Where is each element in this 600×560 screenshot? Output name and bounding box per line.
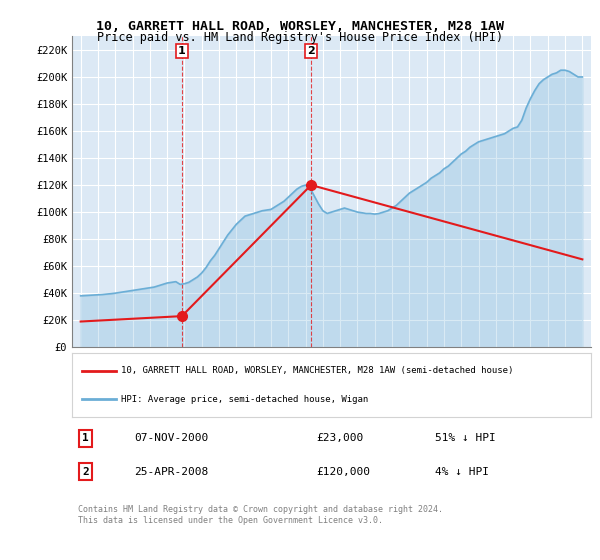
Text: 2: 2: [82, 467, 89, 477]
Text: 4% ↓ HPI: 4% ↓ HPI: [435, 467, 490, 477]
Text: 51% ↓ HPI: 51% ↓ HPI: [435, 433, 496, 443]
Text: £120,000: £120,000: [316, 467, 370, 477]
Text: Contains HM Land Registry data © Crown copyright and database right 2024.
This d: Contains HM Land Registry data © Crown c…: [78, 505, 443, 525]
Text: £23,000: £23,000: [316, 433, 363, 443]
Text: HPI: Average price, semi-detached house, Wigan: HPI: Average price, semi-detached house,…: [121, 395, 368, 404]
Text: Price paid vs. HM Land Registry's House Price Index (HPI): Price paid vs. HM Land Registry's House …: [97, 31, 503, 44]
Text: 1: 1: [178, 46, 186, 56]
Text: 07-NOV-2000: 07-NOV-2000: [134, 433, 209, 443]
Text: 2: 2: [307, 46, 315, 56]
Text: 25-APR-2008: 25-APR-2008: [134, 467, 209, 477]
Text: 10, GARRETT HALL ROAD, WORSLEY, MANCHESTER, M28 1AW (semi-detached house): 10, GARRETT HALL ROAD, WORSLEY, MANCHEST…: [121, 366, 514, 375]
Text: 10, GARRETT HALL ROAD, WORSLEY, MANCHESTER, M28 1AW: 10, GARRETT HALL ROAD, WORSLEY, MANCHEST…: [96, 20, 504, 32]
Text: 1: 1: [82, 433, 89, 443]
